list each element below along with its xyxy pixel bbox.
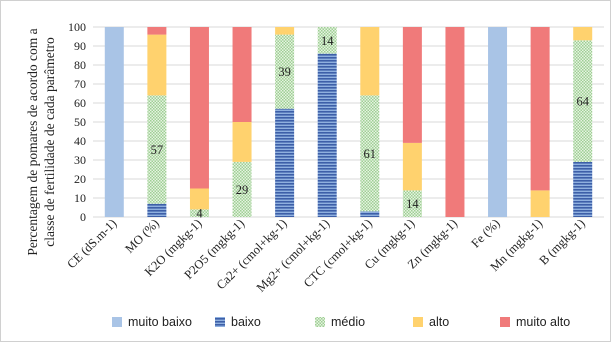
y-tick-label: 10 [74,191,86,205]
bar-segment-alto [189,188,209,210]
bar-segment-alto [402,142,422,191]
y-tick-labels: 0 10 20 30 40 50 60 70 80 90 100 [68,20,86,224]
y-tick-label: 70 [74,77,86,91]
legend: muito baixo baixo médio alto muito alto [112,315,570,329]
bar-segment-alto [530,190,550,217]
bar-segment-baixo [573,161,593,217]
bar-segment-médio [573,40,593,162]
data-label: 39 [278,65,291,79]
bar-segment-muito-alto [402,27,422,143]
bar-segment-médio [360,95,380,212]
bar-segment-baixo [360,211,380,217]
bar-segment-alto [147,34,167,96]
data-label: 29 [236,183,249,197]
y-tick-label: 80 [74,58,86,72]
bar-segment-muito-alto [530,27,550,191]
bar-segment-alto [232,122,252,162]
y-tick-label: 0 [80,210,86,224]
bar-segment-médio [402,190,422,217]
bar-segment-baixo [147,203,167,217]
data-label: 61 [364,147,377,161]
legend-label: baixo [231,315,261,329]
legend-swatch-baixo [215,317,225,327]
legend-swatch-muito-alto [500,317,510,327]
gridlines [93,26,604,218]
data-label: 4 [196,207,203,221]
bar-segment-baixo [275,108,295,217]
bar-segment-médio [232,161,252,217]
bar-segment-alto [360,27,380,96]
legend-label: muito baixo [128,315,192,329]
bar-segment-baixo [317,53,337,217]
bars [104,27,593,217]
data-label: 64 [576,95,589,109]
data-label: 57 [151,143,164,157]
x-category-label: MO (%) [122,216,162,256]
legend-label: alto [429,315,449,329]
bar-segment-médio [147,95,167,204]
data-label: 14 [406,197,419,211]
legend-swatch-alto [413,317,423,327]
bar-segment-alto [275,27,295,35]
y-tick-label: 40 [74,134,86,148]
y-axis-label-line-1: Percentagem de pomares de acordo com a [25,28,40,255]
bar-segment-médio [317,27,337,54]
x-category-label: Fe (%) [468,216,502,250]
y-axis-label: Percentagem de pomares de acordo com a c… [25,28,57,255]
x-category-label: CE (dS.m-1) [64,216,119,271]
data-label: 14 [321,34,334,48]
bar-segment-muito-alto [189,27,209,189]
bar-segment-médio [189,209,209,217]
x-category-labels: CE (dS.m-1) MO (%)K2O (mgkg-1)P2O5 (mgkg-… [64,216,587,295]
y-tick-label: 20 [74,172,86,186]
legend-label: muito alto [516,315,570,329]
legend-swatch-médio [315,317,325,327]
bar-segment-alto [573,27,593,41]
bar-segment-muito-alto [147,27,167,35]
bar-segment-muito-alto [232,27,252,122]
y-tick-label: 30 [74,153,86,167]
y-axis-label-line-2: classe de fertilidade de cada parâmetro [42,37,57,247]
data-labels: 57 4 29 39 14 61 14 64 [151,34,590,221]
y-tick-label: 50 [74,115,86,129]
bar-segment-muito-baixo [488,27,508,217]
y-tick-label: 90 [74,39,86,53]
bar-segment-médio [275,34,295,109]
x-category-label: Mg2+ (cmol+kg-1) [254,216,333,295]
bar-segment-muito-alto [445,27,465,217]
y-tick-label: 100 [68,20,86,34]
legend-label: médio [331,315,365,329]
y-tick-label: 60 [74,96,86,110]
legend-swatch-muito-baixo [112,317,122,327]
x-category-label: B (mgkg-1) [536,216,587,267]
bar-segment-muito-baixo [104,27,124,217]
